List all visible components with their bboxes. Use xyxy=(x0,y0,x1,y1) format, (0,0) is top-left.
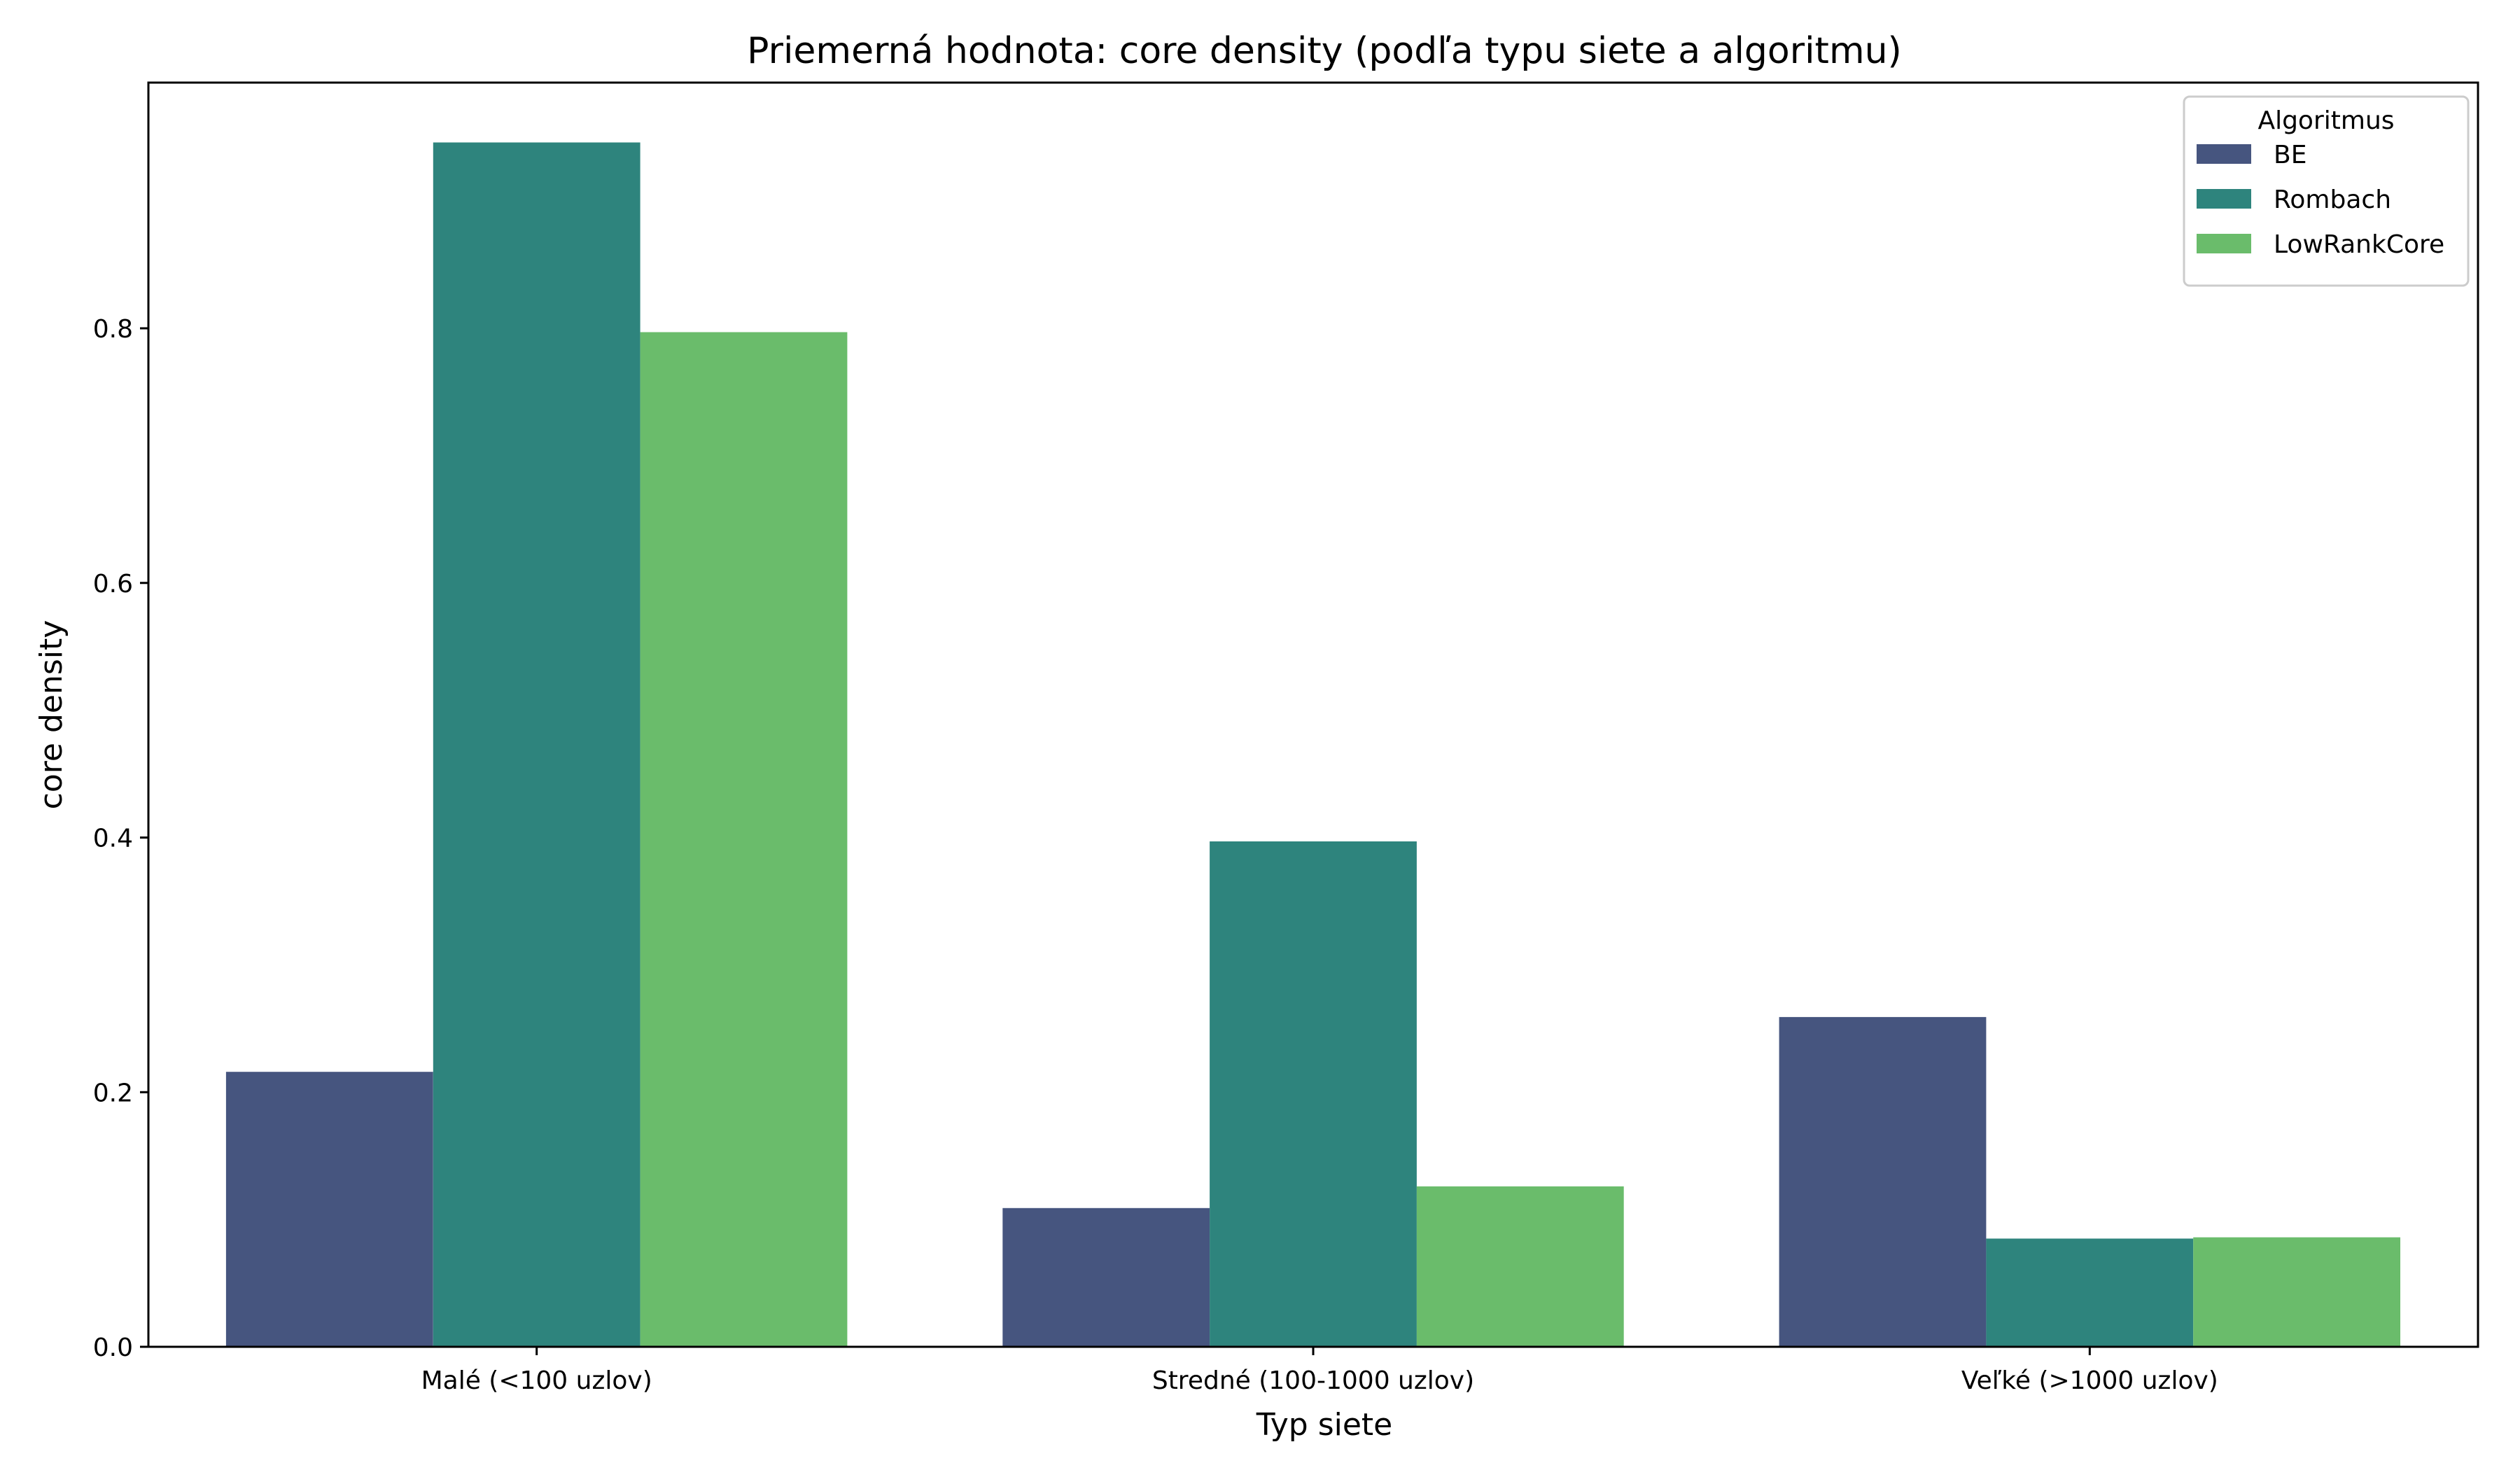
legend-title: Algoritmus xyxy=(2258,106,2394,135)
y-axis-title: core density xyxy=(34,620,69,810)
y-tick-label: 0.6 xyxy=(93,570,133,598)
legend: Algoritmus BE Rombach LowRankCore xyxy=(2183,95,2470,287)
legend-label-be: BE xyxy=(2274,141,2306,169)
bar-lowrankcore-3 xyxy=(2193,1237,2400,1347)
bar-rombach-3 xyxy=(1986,1238,2194,1347)
y-tick-label: 0.8 xyxy=(93,315,133,344)
bar-be-3 xyxy=(1779,1016,1987,1347)
chart-title: Priemerná hodnota: core density (podľa t… xyxy=(747,30,1902,72)
legend-swatch-be xyxy=(2197,144,2251,164)
bars-group xyxy=(225,142,2400,1347)
legend-label-lowrankcore: LowRankCore xyxy=(2274,230,2444,259)
bar-rombach-1 xyxy=(433,142,640,1347)
bar-lowrankcore-1 xyxy=(640,332,848,1347)
y-tick-label: 0.2 xyxy=(93,1079,133,1107)
y-tick-label: 0.4 xyxy=(93,825,133,853)
y-tick-label: 0.0 xyxy=(93,1334,133,1362)
x-tick-label: Malé (<100 uzlov) xyxy=(421,1366,652,1395)
bar-be-1 xyxy=(225,1072,433,1347)
legend-label-rombach: Rombach xyxy=(2274,186,2391,214)
x-axis-title: Typ siete xyxy=(1256,1407,1393,1443)
x-axis: Malé (<100 uzlov) Stredné (100-1000 uzlov… xyxy=(421,1347,2218,1395)
legend-swatch-lowrankcore xyxy=(2197,234,2251,253)
legend-swatch-rombach xyxy=(2197,189,2251,209)
bar-rombach-2 xyxy=(1210,841,1417,1347)
x-tick-label: Veľké (>1000 uzlov) xyxy=(1961,1366,2218,1395)
x-tick-label: Stredné (100-1000 uzlov) xyxy=(1152,1366,1474,1395)
legend-box xyxy=(2183,95,2470,287)
bar-lowrankcore-2 xyxy=(1416,1186,1624,1347)
y-axis: 0.0 0.2 0.4 0.6 0.8 xyxy=(93,315,148,1362)
bar-be-2 xyxy=(1002,1208,1210,1347)
